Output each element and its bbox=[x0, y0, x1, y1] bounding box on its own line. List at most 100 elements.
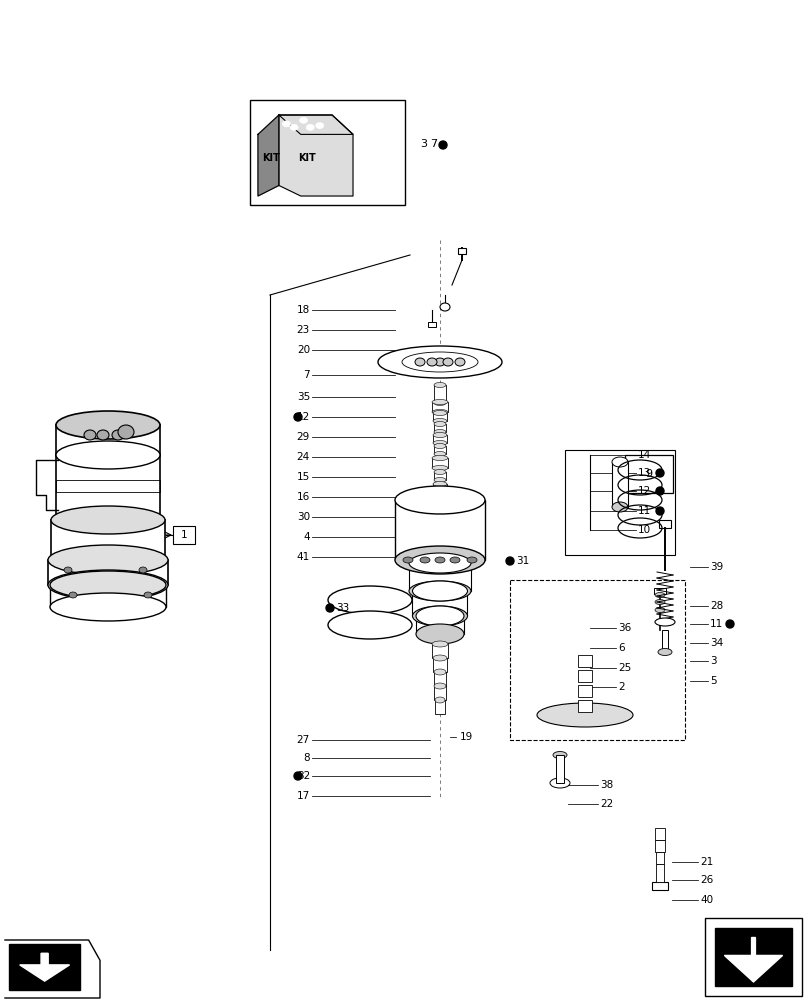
Ellipse shape bbox=[654, 592, 664, 597]
Ellipse shape bbox=[432, 432, 446, 438]
Text: 17: 17 bbox=[296, 791, 310, 801]
Bar bbox=[433, 446, 445, 454]
Bar bbox=[432, 435, 446, 443]
Text: 15: 15 bbox=[296, 472, 310, 482]
Ellipse shape bbox=[435, 697, 444, 703]
Bar bbox=[661, 630, 667, 650]
Bar bbox=[433, 472, 445, 480]
Text: 4: 4 bbox=[303, 532, 310, 542]
Text: KIT: KIT bbox=[298, 153, 315, 163]
Ellipse shape bbox=[48, 570, 168, 600]
Bar bbox=[394, 500, 484, 560]
Bar bbox=[431, 644, 448, 658]
Ellipse shape bbox=[50, 571, 165, 599]
Ellipse shape bbox=[536, 703, 633, 727]
Text: 3: 3 bbox=[709, 656, 716, 666]
Text: 13: 13 bbox=[637, 468, 650, 478]
Ellipse shape bbox=[432, 440, 446, 446]
Ellipse shape bbox=[466, 557, 476, 563]
Ellipse shape bbox=[56, 411, 160, 439]
Ellipse shape bbox=[51, 546, 165, 574]
Ellipse shape bbox=[435, 358, 444, 366]
Ellipse shape bbox=[394, 486, 484, 514]
Ellipse shape bbox=[657, 648, 672, 656]
Text: 33: 33 bbox=[336, 603, 349, 613]
Ellipse shape bbox=[443, 358, 453, 366]
Ellipse shape bbox=[415, 624, 463, 644]
Text: 7: 7 bbox=[303, 370, 310, 380]
Ellipse shape bbox=[414, 358, 424, 366]
Bar bbox=[50, 585, 165, 607]
Circle shape bbox=[439, 141, 446, 149]
Circle shape bbox=[655, 487, 663, 495]
Text: 29: 29 bbox=[296, 432, 310, 442]
Ellipse shape bbox=[50, 593, 165, 621]
Bar bbox=[624, 455, 672, 493]
Ellipse shape bbox=[97, 430, 109, 440]
Bar bbox=[56, 455, 160, 520]
Text: 22: 22 bbox=[599, 799, 612, 809]
Ellipse shape bbox=[432, 418, 446, 424]
Bar bbox=[611, 462, 627, 507]
Text: 10: 10 bbox=[637, 525, 650, 535]
Bar bbox=[433, 686, 445, 700]
Ellipse shape bbox=[427, 358, 436, 366]
Ellipse shape bbox=[611, 502, 627, 512]
Polygon shape bbox=[258, 115, 278, 196]
Ellipse shape bbox=[306, 124, 314, 130]
Ellipse shape bbox=[412, 606, 467, 626]
Circle shape bbox=[725, 620, 733, 628]
Text: 31: 31 bbox=[515, 556, 529, 566]
Polygon shape bbox=[278, 115, 353, 134]
Bar bbox=[577, 670, 591, 682]
Text: 28: 28 bbox=[709, 601, 723, 611]
Bar bbox=[435, 700, 444, 714]
Text: 2: 2 bbox=[617, 682, 624, 692]
Text: 7: 7 bbox=[430, 139, 436, 149]
Ellipse shape bbox=[51, 506, 165, 534]
Ellipse shape bbox=[431, 456, 448, 460]
Text: 11: 11 bbox=[637, 506, 650, 516]
Ellipse shape bbox=[433, 430, 445, 434]
Ellipse shape bbox=[402, 557, 413, 563]
Ellipse shape bbox=[433, 683, 445, 689]
Polygon shape bbox=[19, 953, 70, 981]
Ellipse shape bbox=[440, 303, 449, 311]
Text: 12: 12 bbox=[637, 486, 650, 496]
Text: 12: 12 bbox=[296, 412, 310, 422]
Text: 41: 41 bbox=[296, 552, 310, 562]
Bar bbox=[250, 100, 405, 205]
Bar bbox=[56, 480, 160, 492]
Bar bbox=[457, 248, 466, 254]
Bar bbox=[51, 520, 165, 560]
Text: 14: 14 bbox=[637, 450, 650, 460]
Ellipse shape bbox=[56, 442, 160, 468]
Polygon shape bbox=[278, 115, 353, 196]
Polygon shape bbox=[5, 940, 100, 998]
Ellipse shape bbox=[432, 482, 446, 487]
Text: KIT: KIT bbox=[261, 153, 279, 163]
Circle shape bbox=[655, 469, 663, 477]
Text: 8: 8 bbox=[303, 753, 310, 763]
Ellipse shape bbox=[611, 457, 627, 467]
Bar bbox=[415, 616, 463, 634]
Text: 16: 16 bbox=[296, 492, 310, 502]
Text: 38: 38 bbox=[599, 780, 612, 790]
Ellipse shape bbox=[118, 425, 134, 439]
Text: 39: 39 bbox=[709, 562, 723, 572]
Text: 25: 25 bbox=[617, 663, 630, 673]
Text: 9: 9 bbox=[645, 469, 652, 479]
Ellipse shape bbox=[144, 592, 152, 598]
Ellipse shape bbox=[328, 586, 411, 614]
Ellipse shape bbox=[56, 441, 160, 469]
Text: 40: 40 bbox=[699, 895, 712, 905]
Ellipse shape bbox=[433, 478, 445, 483]
Ellipse shape bbox=[64, 567, 72, 573]
Bar bbox=[654, 828, 664, 840]
Text: 30: 30 bbox=[297, 512, 310, 522]
Ellipse shape bbox=[431, 399, 448, 404]
Ellipse shape bbox=[433, 470, 445, 475]
Polygon shape bbox=[9, 944, 80, 990]
Ellipse shape bbox=[432, 489, 446, 494]
Bar bbox=[433, 424, 445, 432]
